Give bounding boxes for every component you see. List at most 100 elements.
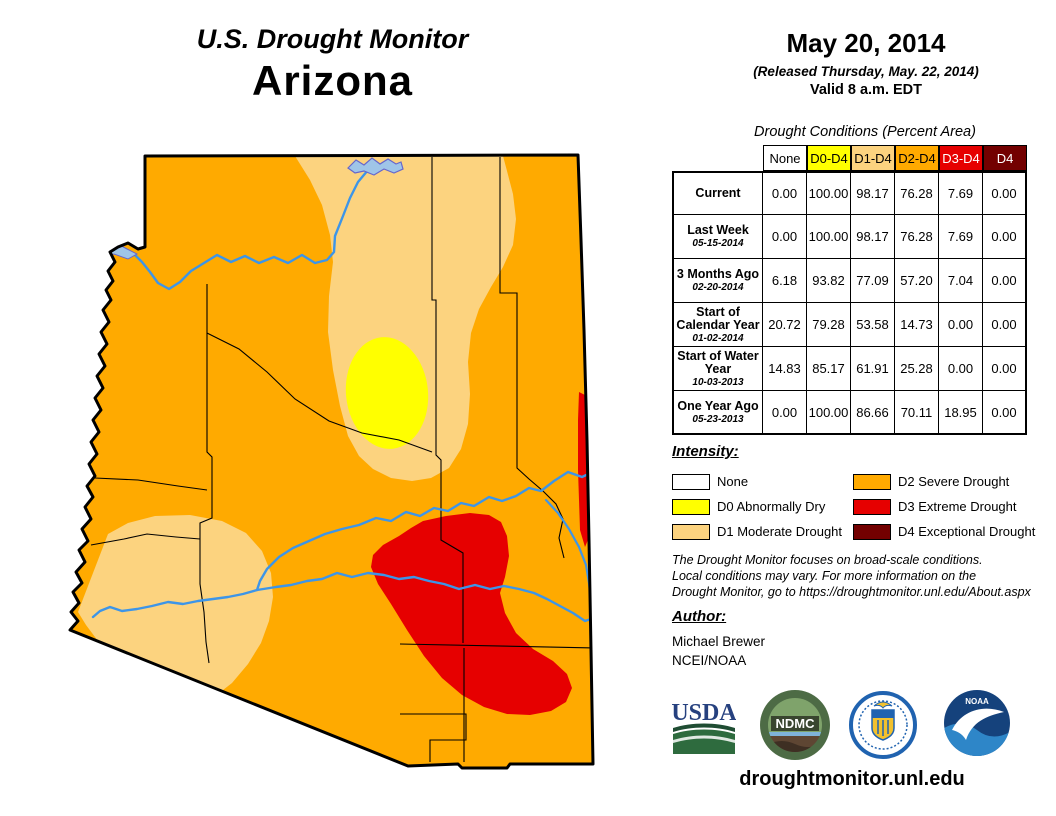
county-borders <box>90 157 593 762</box>
table-value: 0.00 <box>983 215 1027 259</box>
table-corner <box>672 145 763 171</box>
legend-item: D3 Extreme Drought <box>853 498 1038 515</box>
noaa-text: NOAA <box>965 697 989 706</box>
commerce-logo <box>848 690 918 765</box>
d3-region-southeast <box>371 513 572 715</box>
ndmc-water <box>768 732 822 736</box>
table-value: 6.18 <box>763 259 807 303</box>
map-header: U.S. Drought Monitor Arizona <box>60 24 605 105</box>
table-value: 14.73 <box>895 303 939 347</box>
state-outline <box>68 153 595 770</box>
usda-swoosh-top <box>673 723 735 732</box>
legend-swatch <box>672 498 710 515</box>
released-date: (Released Thursday, May. 22, 2014) <box>753 64 979 79</box>
usda-logo-graphic: USDA <box>671 700 737 754</box>
ndmc-logo-graphic: NDMC <box>760 690 830 760</box>
map-date: May 20, 2014 <box>786 28 946 58</box>
table-value: 0.00 <box>983 347 1027 391</box>
row-label-date: 02-20-2014 <box>692 282 744 293</box>
table-value: 86.66 <box>851 391 895 435</box>
ndmc-logo: NDMC <box>758 688 832 767</box>
legend-label: D4 Exceptional Drought <box>898 524 1036 539</box>
row-label-text: Start of Water Year <box>677 348 759 376</box>
legend-item: D4 Exceptional Drought <box>853 523 1038 540</box>
row-label-text: 3 Months Ago <box>676 267 760 281</box>
row-label: One Year Ago 05-23-2013 <box>672 391 763 435</box>
table-value: 20.72 <box>763 303 807 347</box>
legend-label: None <box>717 474 749 489</box>
legend-label: D3 Extreme Drought <box>898 499 1017 514</box>
row-label: 3 Months Ago 02-20-2014 <box>672 259 763 303</box>
table-value: 14.83 <box>763 347 807 391</box>
table-value: 25.28 <box>895 347 939 391</box>
river-gila <box>91 571 593 623</box>
lake-powell <box>347 157 404 176</box>
row-label-text: Last Week <box>687 223 749 237</box>
table-value: 61.91 <box>851 347 895 391</box>
row-label-date: 05-15-2014 <box>692 238 744 249</box>
usda-text: USDA <box>672 700 736 726</box>
disclaimer-line: Drought Monitor, go to https://droughtmo… <box>672 585 1031 599</box>
commerce-shield-stripes <box>877 720 889 736</box>
table-value: 0.00 <box>983 171 1027 215</box>
website-url: droughtmonitor.unl.edu <box>739 768 965 790</box>
table-value: 7.69 <box>939 171 983 215</box>
table-value: 98.17 <box>851 215 895 259</box>
row-label: Start of Calendar Year 01-02-2014 <box>672 303 763 347</box>
table-value: 53.58 <box>851 303 895 347</box>
ndmc-band <box>771 716 819 731</box>
legend-swatch <box>672 523 710 540</box>
author-heading: Author: <box>672 608 727 625</box>
usda-field-line <box>673 735 735 743</box>
legend-label: D0 Abnormally Dry <box>717 499 826 514</box>
table-value: 100.00 <box>807 171 851 215</box>
page-title: U.S. Drought Monitor <box>196 24 469 54</box>
table-value: 0.00 <box>939 347 983 391</box>
author-name: Michael Brewer <box>672 634 766 649</box>
d0-region <box>345 337 429 449</box>
legend-swatch <box>853 473 891 490</box>
usda-field <box>673 729 735 754</box>
column-header: D2-D4 <box>895 145 939 171</box>
table-value: 85.17 <box>807 347 851 391</box>
legend-item: D0 Abnormally Dry <box>672 498 853 515</box>
legend-swatch <box>853 523 891 540</box>
table-value: 100.00 <box>807 391 851 435</box>
legend-swatch <box>672 473 710 490</box>
commerce-shield-chief <box>872 710 894 718</box>
table-value: 98.17 <box>851 171 895 215</box>
row-label-date: 01-02-2014 <box>692 332 744 344</box>
table-value: 0.00 <box>763 215 807 259</box>
legend-item: D2 Severe Drought <box>853 473 1038 490</box>
commerce-eagle <box>873 701 893 709</box>
disclaimer-line: The Drought Monitor focuses on broad-sca… <box>672 553 983 567</box>
legend-label: D2 Severe Drought <box>898 474 1010 489</box>
row-label-text: One Year Ago <box>677 398 759 413</box>
table-value: 7.69 <box>939 215 983 259</box>
valid-time: Valid 8 a.m. EDT <box>809 82 922 98</box>
noaa-logo-graphic: NOAA <box>944 690 1010 756</box>
column-header: D0-D4 <box>807 145 851 171</box>
row-label: Last Week 05-15-2014 <box>672 215 763 259</box>
table-value: 0.00 <box>763 391 807 435</box>
disclaimer-line: Local conditions may vary. For more info… <box>672 569 977 583</box>
date-block: May 20, 2014 (Released Thursday, May. 22… <box>690 28 1042 98</box>
noaa-logo: NOAA <box>942 688 1012 763</box>
table-title: Drought Conditions (Percent Area) <box>754 124 976 140</box>
table-value: 93.82 <box>807 259 851 303</box>
usda-logo: USDA <box>671 698 737 761</box>
table-value: 0.00 <box>763 171 807 215</box>
intensity-legend: Intensity: None D0 Abnormally Dry D1 Moder… <box>672 443 1042 544</box>
table-value: 76.28 <box>895 215 939 259</box>
region-title: Arizona <box>251 57 413 104</box>
legend-title: Intensity: <box>672 443 739 460</box>
column-header: D4 <box>983 145 1027 171</box>
commerce-logo-graphic <box>849 691 917 759</box>
legend-swatch <box>853 498 891 515</box>
table-value: 70.11 <box>895 391 939 435</box>
river-salt <box>255 468 593 592</box>
column-header: None <box>763 145 807 171</box>
row-label: Current <box>672 171 763 215</box>
table-value: 7.04 <box>939 259 983 303</box>
